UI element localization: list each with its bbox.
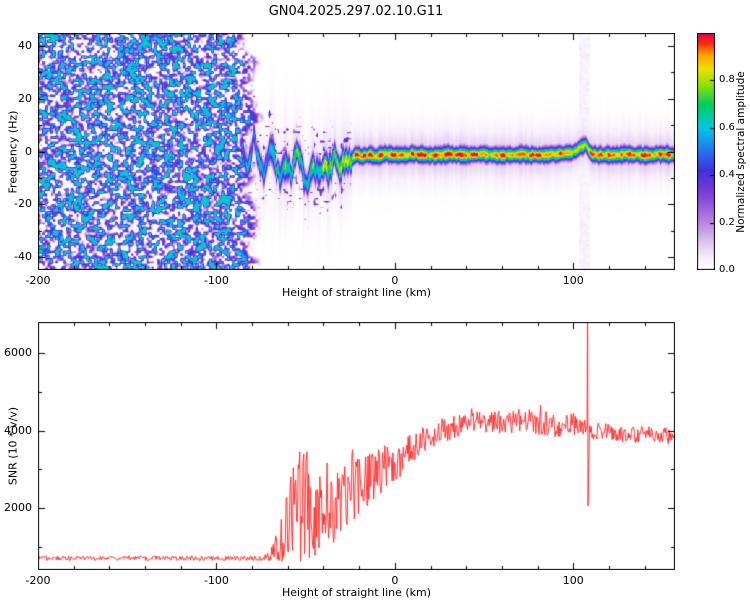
- x-tick-label: 100: [562, 574, 584, 587]
- x-tick-label: -100: [203, 274, 229, 287]
- x-tick-label: 100: [562, 274, 584, 287]
- figure-title: GN04.2025.297.02.10.G11: [268, 4, 444, 19]
- colorbar-tick-label: 0.2: [719, 216, 735, 228]
- colorbar-tick-label: 0.0: [719, 264, 735, 275]
- y-axis-label: SNR (10 * v/v): [6, 406, 20, 486]
- y-tick-label: 40: [18, 39, 32, 53]
- spectrogram-plot: [38, 33, 675, 270]
- x-axis-label: Height of straight line (km): [281, 586, 432, 599]
- x-tick-label: -100: [203, 574, 229, 587]
- colorbar-label: Normalized spectral amplitude: [735, 70, 747, 233]
- y-tick-label: 6000: [4, 346, 32, 359]
- x-axis-label: Height of straight line (km): [281, 286, 432, 299]
- colorbar: [697, 33, 715, 270]
- y-tick-label: 4000: [4, 423, 32, 437]
- colorbar-tick-label: 0.8: [719, 74, 735, 86]
- x-tick-label: 0: [391, 274, 399, 287]
- y-tick-label: 0: [25, 144, 32, 158]
- x-tick-label: 0: [391, 574, 399, 587]
- x-tick-label: -200: [25, 274, 51, 287]
- x-tick-label: -200: [25, 574, 51, 587]
- snr-canvas: [38, 322, 675, 570]
- spectrogram-canvas: [38, 33, 675, 270]
- colorbar-canvas: [697, 33, 715, 270]
- snr-plot: [38, 322, 675, 570]
- y-tick-label: -40: [14, 249, 32, 263]
- colorbar-tick-label: 0.4: [719, 169, 735, 181]
- colorbar-tick-label: 0.6: [719, 121, 735, 133]
- y-tick-label: 20: [18, 91, 32, 105]
- y-tick-label: -20: [14, 197, 32, 211]
- y-tick-label: 2000: [4, 501, 32, 514]
- y-axis-label: Frequency (Hz): [6, 110, 20, 193]
